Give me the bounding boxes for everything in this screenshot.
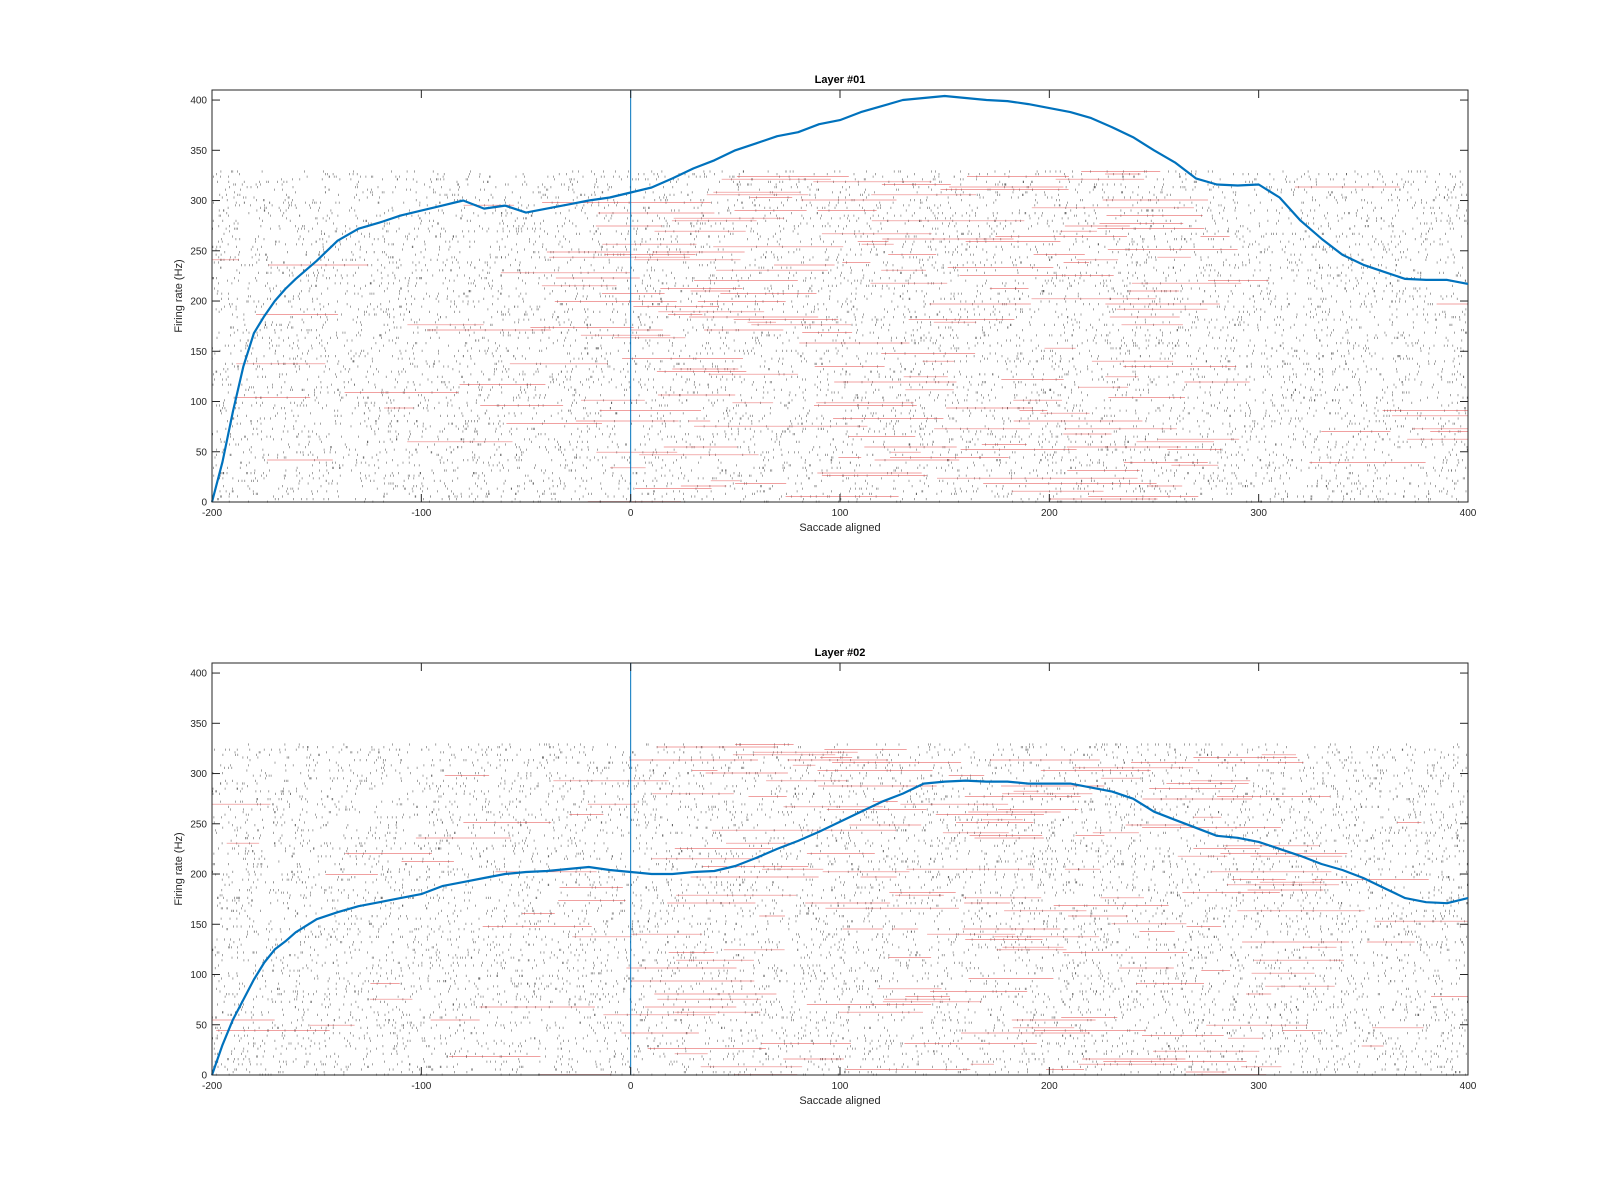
layer-01-spike-raster: [211, 170, 1469, 503]
y-tick-label: 300: [190, 769, 207, 780]
raster-spikes-black: [211, 170, 1469, 503]
y-tick-label: 400: [190, 669, 207, 680]
raster-spikes-red: [212, 171, 1468, 502]
y-tick-label: 100: [190, 397, 207, 408]
layer-01-firing-rate-curve: [210, 94, 1469, 503]
y-tick-label: 200: [190, 297, 207, 308]
x-tick-label: 300: [1250, 1081, 1267, 1092]
x-tick-label: 0: [628, 1081, 634, 1092]
layer-02-x-axis-label: Saccade aligned: [799, 1095, 880, 1107]
y-tick-label: 300: [190, 196, 207, 207]
layer-01-title: Layer #01: [815, 74, 866, 86]
layer-01-panel: -200 -100 0 100 200 300 400 0 50 100 150 200 250 300 3…: [173, 74, 1477, 534]
x-tick-label: 200: [1041, 1081, 1058, 1092]
x-tick-label: 100: [832, 1081, 849, 1092]
y-tick-label: 200: [190, 870, 207, 881]
x-tick-label: 200: [1041, 508, 1058, 519]
x-tick-label: 0: [628, 508, 634, 519]
y-tick-label: 150: [190, 347, 207, 358]
y-tick-label: 350: [190, 146, 207, 157]
x-tick-label: 100: [832, 508, 849, 519]
x-tick-label: 400: [1460, 1081, 1477, 1092]
layer-02-panel: -200 -100 0 100 200 300 400 0 50 100 150 200 250 300 3…: [173, 647, 1477, 1107]
layer-02-ticks: -200 -100 0 100 200 300 400 0 50 100 150 200 250 300 3…: [190, 663, 1477, 1092]
y-tick-label: 0: [201, 1071, 207, 1082]
y-tick-label: 150: [190, 920, 207, 931]
layer-02-title: Layer #02: [815, 647, 866, 659]
y-tick-label: 250: [190, 819, 207, 830]
x-tick-label: -200: [202, 508, 222, 519]
layer-02-y-axis-label: Firing rate (Hz): [173, 832, 185, 905]
layer-01-ticks: -200 -100 0 100 200 300 400 0 50 100 150 200 250 300 3…: [190, 90, 1477, 519]
y-tick-label: 250: [190, 246, 207, 257]
x-tick-label: -200: [202, 1081, 222, 1092]
y-tick-label: 0: [201, 498, 207, 509]
x-tick-label: -100: [411, 1081, 431, 1092]
y-tick-label: 50: [196, 1020, 208, 1031]
y-tick-label: 100: [190, 970, 207, 981]
layer-01-x-axis-label: Saccade aligned: [799, 522, 880, 534]
y-tick-label: 50: [196, 447, 208, 458]
layer-02-firing-rate-curve: [210, 779, 1469, 1076]
x-tick-label: 300: [1250, 508, 1267, 519]
layer-01-y-axis-label: Firing rate (Hz): [173, 259, 185, 332]
raster-spikes-red: [212, 744, 1468, 1075]
y-tick-label: 400: [190, 96, 207, 107]
x-tick-label: 400: [1460, 508, 1477, 519]
y-tick-label: 350: [190, 719, 207, 730]
x-tick-label: -100: [411, 508, 431, 519]
